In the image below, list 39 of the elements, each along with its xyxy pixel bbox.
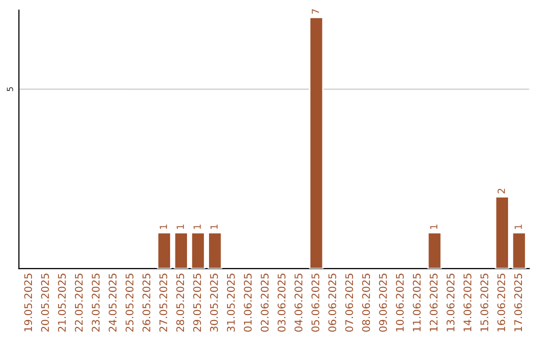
- data-label: 2: [498, 188, 505, 194]
- x-tick-label: 24.05.2025: [108, 274, 117, 332]
- x-tick-label: 10.06.2025: [396, 274, 404, 332]
- x-tick-label: 04.06.2025: [294, 274, 302, 332]
- x-tick-label: 30.05.2025: [210, 274, 218, 332]
- data-label: 1: [430, 224, 438, 229]
- x-tick-label: 15.06.2025: [480, 274, 488, 332]
- x-tick-label: 16.06.2025: [497, 274, 506, 332]
- x-tick-label: 20.05.2025: [41, 274, 49, 332]
- data-label: 1: [210, 224, 218, 229]
- x-tick-label: 26.05.2025: [142, 274, 150, 332]
- x-tick-label: 01.06.2025: [244, 274, 252, 332]
- x-tick-label: 06.06.2025: [328, 274, 336, 332]
- data-label: 7: [312, 9, 319, 14]
- x-tick-label: 09.06.2025: [379, 274, 387, 332]
- x-tick-label: 22.05.2025: [74, 274, 83, 332]
- x-tick-label: 14.06.2025: [464, 274, 472, 332]
- x-tick-label: 05.06.2025: [311, 274, 320, 332]
- y-tick-label: 5: [6, 87, 14, 92]
- x-tick-label: 08.06.2025: [362, 274, 370, 332]
- x-tick-label: 11.06.2025: [412, 274, 421, 332]
- x-tick-label: 23.05.2025: [92, 274, 100, 332]
- x-tick-label: 02.06.2025: [260, 274, 269, 332]
- x-tick-label: 29.05.2025: [193, 274, 202, 332]
- x-tick-label: 03.06.2025: [278, 274, 286, 332]
- data-label: 1: [194, 224, 201, 229]
- x-tick-label: 12.06.2025: [430, 274, 438, 332]
- x-tick-label: 28.05.2025: [176, 274, 184, 332]
- x-tick-label: 19.05.2025: [24, 274, 32, 332]
- data-label: 1: [176, 224, 184, 229]
- x-tick-label: 07.06.2025: [345, 274, 354, 332]
- x-tick-label: 25.05.2025: [126, 274, 134, 332]
- x-tick-label: 27.05.2025: [159, 274, 168, 332]
- x-tick-label: 31.05.2025: [226, 274, 235, 332]
- x-tick-label: 17.06.2025: [514, 274, 522, 332]
- data-label: 1: [514, 224, 522, 229]
- x-tick-label: 21.05.2025: [58, 274, 66, 332]
- x-tick-label: 13.06.2025: [446, 274, 454, 332]
- data-label: 1: [160, 224, 167, 229]
